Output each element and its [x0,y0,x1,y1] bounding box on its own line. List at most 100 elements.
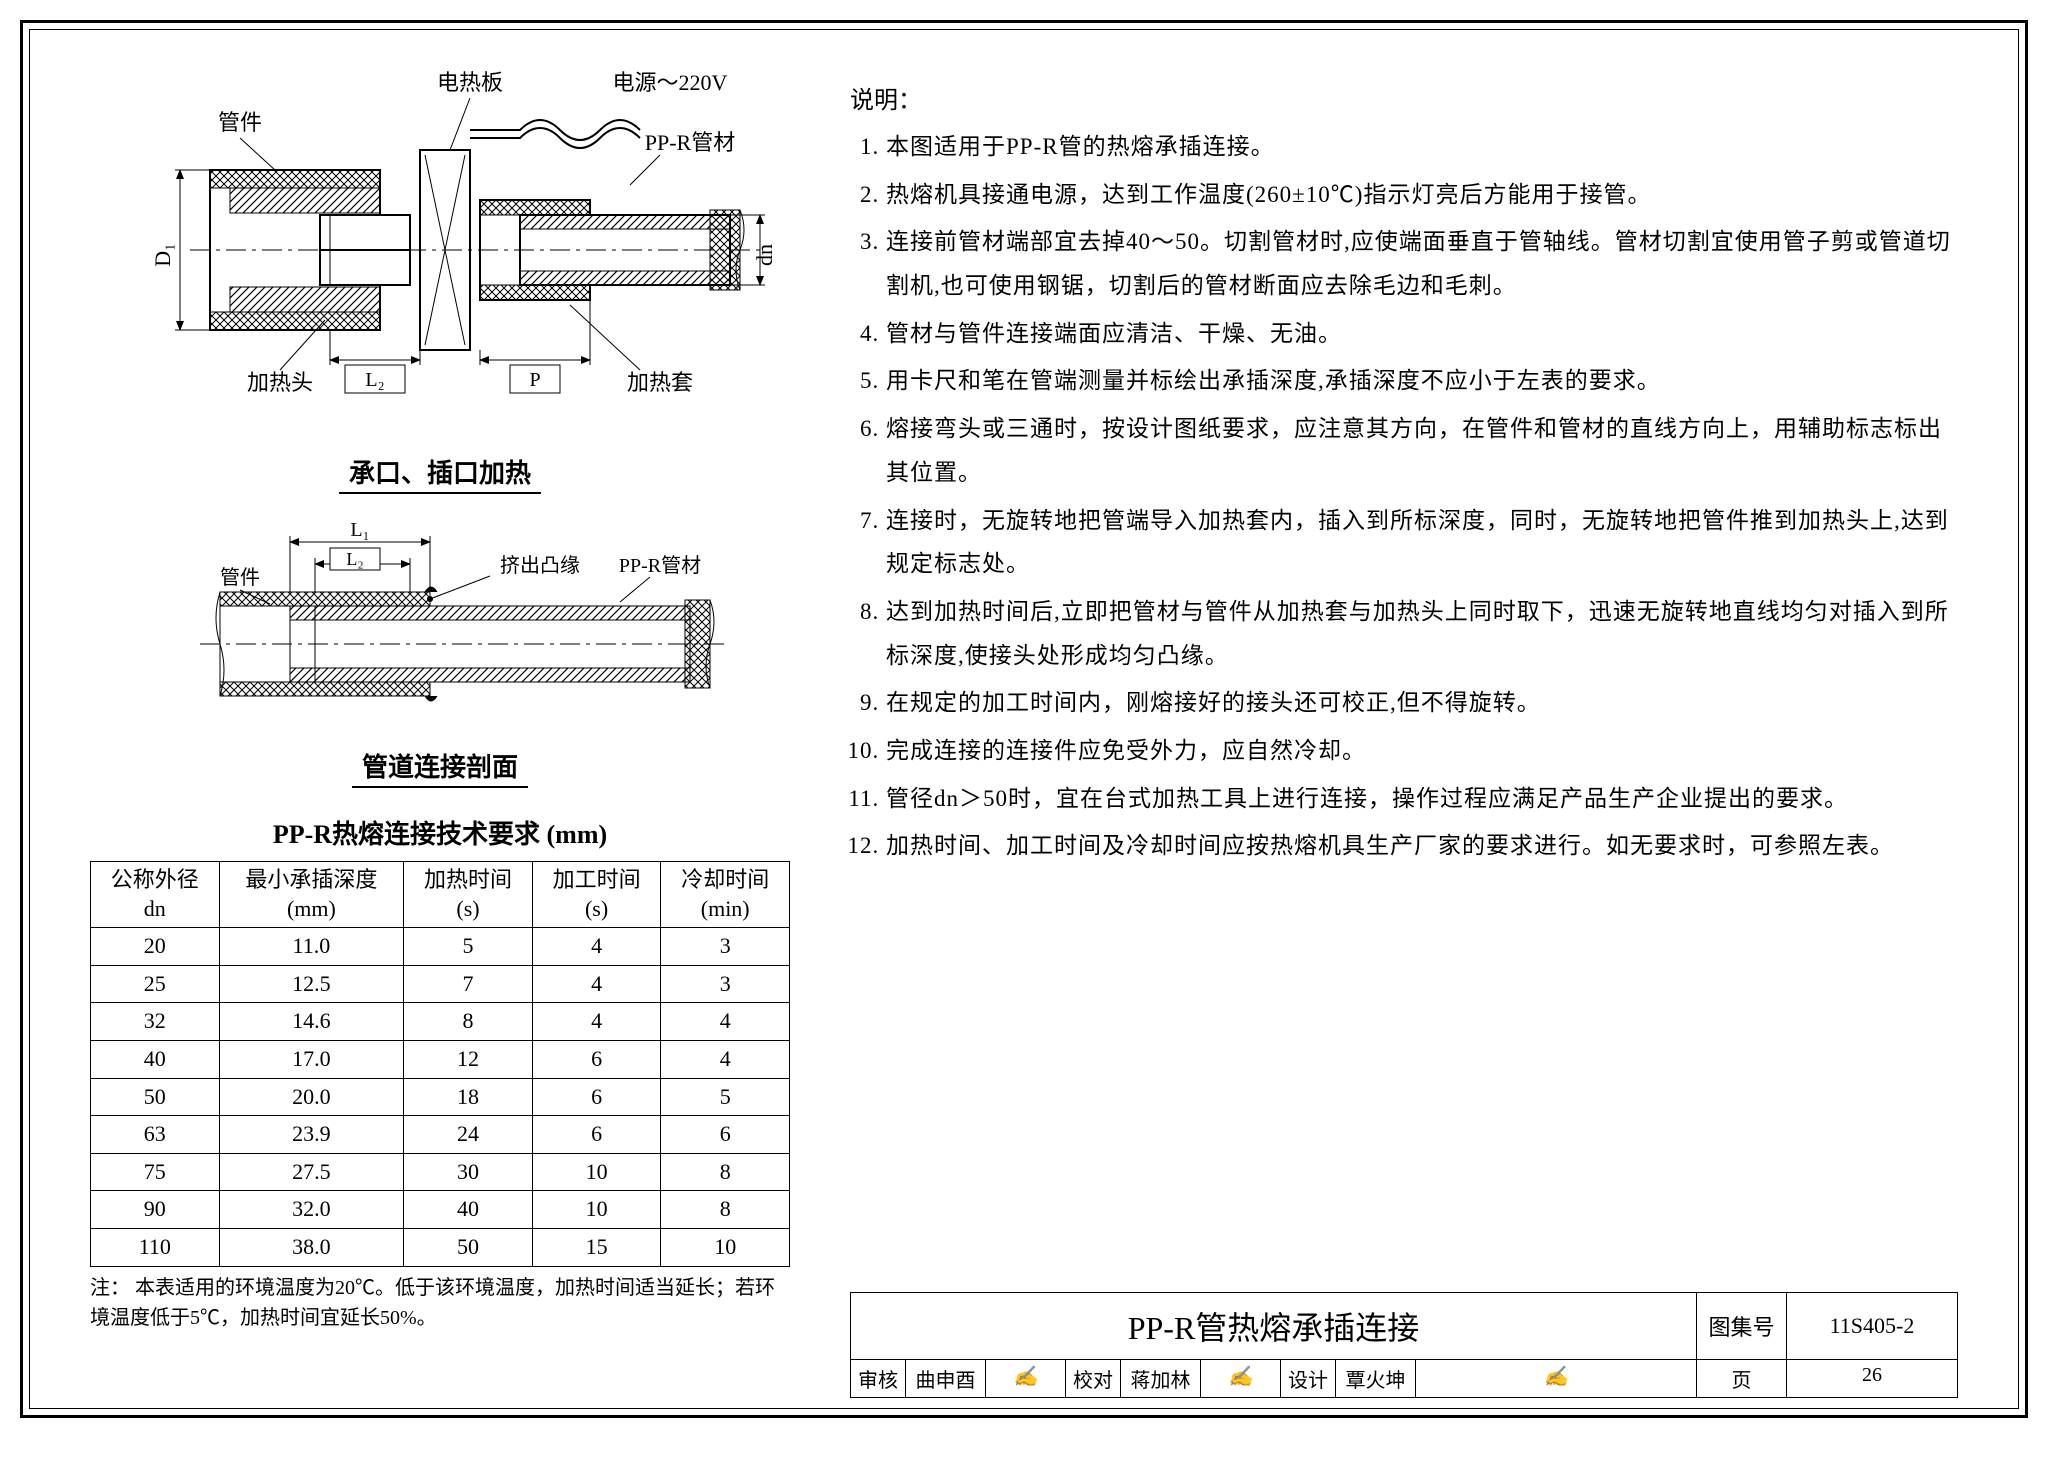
label2-ppr: PP-R管材 [619,554,701,577]
heating-diagram-svg: 电热板 电源～220V 管件 PP-R管材 [100,60,780,440]
table-cell: 8 [661,1153,790,1191]
table-cell: 3 [661,928,790,966]
table-cell: 3 [661,965,790,1003]
table-header: 最小承插深度(mm) [219,862,404,928]
label-guanjian: 管件 [218,110,262,135]
table-cell: 10 [532,1153,661,1191]
drawing-title: PP-R管热熔承插连接 [851,1293,1697,1359]
dim2-l2: L₂ [346,549,363,569]
table-cell: 90 [91,1191,220,1229]
shenhe-name: 曲申酉 [906,1360,986,1397]
inner-frame: 电热板 电源～220V 管件 PP-R管材 [29,29,2019,1409]
table-title: PP-R热熔连接技术要求 (mm) [273,814,607,851]
shenhe-label: 审核 [851,1360,906,1397]
table-cell: 50 [404,1228,533,1266]
table-header: 加热时间(s) [404,862,533,928]
outer-frame: 电热板 电源～220V 管件 PP-R管材 [20,20,2028,1418]
ye-label: 页 [1697,1360,1787,1397]
table-cell: 40 [91,1040,220,1078]
dim-l2: L₂ [365,369,384,391]
note-item: 管径dn＞50时，宜在台式加热工具上进行连接，操作过程应满足产品生产企业提出的要… [886,777,1958,821]
note-item: 熔接弯头或三通时，按设计图纸要求，应注意其方向，在管件和管材的直线方向上，用辅助… [886,407,1958,494]
ye-val: 26 [1787,1360,1957,1397]
diagram-section: L₁ L₂ 管件 挤出凸缘 PP-R管材 [70,514,810,788]
table-cell: 4 [532,928,661,966]
tuji-val: 11S405-2 [1787,1293,1957,1359]
table-cell: 4 [661,1040,790,1078]
table-header: 加工时间(s) [532,862,661,928]
note-item: 连接时，无旋转地把管端导入加热套内，插入到所标深度，同时，无旋转地把管件推到加热… [886,499,1958,586]
table-cell: 30 [404,1153,533,1191]
note-item: 热熔机具接通电源，达到工作温度(260±10℃)指示灯亮后方能用于接管。 [886,173,1958,217]
table-cell: 12 [404,1040,533,1078]
table-cell: 12.5 [219,965,404,1003]
jiaodui-label: 校对 [1066,1360,1121,1397]
table-cell: 50 [91,1078,220,1116]
dim2-l1: L₁ [350,519,369,541]
table-cell: 63 [91,1116,220,1154]
table-header: 冷却时间(min) [661,862,790,928]
table-cell: 24 [404,1116,533,1154]
table-row: 3214.6844 [91,1003,790,1041]
table-cell: 5 [661,1078,790,1116]
table-cell: 11.0 [219,928,404,966]
table-row: 6323.92466 [91,1116,790,1154]
table-cell: 7 [404,965,533,1003]
note-item: 用卡尺和笔在管端测量并标绘出承插深度,承插深度不应小于左表的要求。 [886,359,1958,403]
table-cell: 6 [532,1116,661,1154]
diagram2-caption: 管道连接剖面 [352,745,528,788]
table-cell: 38.0 [219,1228,404,1266]
table-cell: 8 [661,1191,790,1229]
tuji-label: 图集号 [1697,1293,1787,1359]
table-cell: 5 [404,928,533,966]
note-item: 达到加热时间后,立即把管材与管件从加热套与加热头上同时取下，迅速无旋转地直线均匀… [886,590,1958,677]
table-row: 9032.040108 [91,1191,790,1229]
table-cell: 110 [91,1228,220,1266]
table-cell: 18 [404,1078,533,1116]
table-cell: 40 [404,1191,533,1229]
table-row: 5020.01865 [91,1078,790,1116]
explain-title: 说明： [850,80,1958,115]
section-diagram-svg: L₁ L₂ 管件 挤出凸缘 PP-R管材 [130,514,750,734]
table-cell: 6 [661,1116,790,1154]
sheji-name: 覃火坤 [1336,1360,1416,1397]
table-row: 7527.530108 [91,1153,790,1191]
label-jiaretao: 加热套 [627,370,693,395]
note-item: 加热时间、加工时间及冷却时间应按热熔机具生产厂家的要求进行。如无要求时，可参照左… [886,824,1958,868]
table-cell: 10 [661,1228,790,1266]
data-table: 公称外径dn最小承插深度(mm)加热时间(s)加工时间(s)冷却时间(min) … [90,861,790,1267]
left-column: 电热板 电源～220V 管件 PP-R管材 [70,60,810,1398]
label-dianyuan: 电源～220V [613,70,728,95]
table-cell: 10 [532,1191,661,1229]
table-cell: 4 [532,965,661,1003]
jiaodui-sig: ✍ [1201,1360,1281,1397]
dim-dn: dn [752,244,777,266]
table-cell: 8 [404,1003,533,1041]
notes-list: 本图适用于PP-R管的热熔承插连接。热熔机具接通电源，达到工作温度(260±10… [850,125,1958,872]
table-row: 2011.0543 [91,928,790,966]
table-cell: 20.0 [219,1078,404,1116]
shenhe-sig: ✍ [986,1360,1066,1397]
note-item: 连接前管材端部宜去掉40～50。切割管材时,应使端面垂直于管轴线。管材切割宜使用… [886,220,1958,307]
dim-d1: D₁ [150,243,175,267]
table-cell: 14.6 [219,1003,404,1041]
table-header: 公称外径dn [91,862,220,928]
table-cell: 4 [532,1003,661,1041]
note-item: 完成连接的连接件应免受外力，应自然冷却。 [886,729,1958,773]
table-cell: 6 [532,1078,661,1116]
table-cell: 15 [532,1228,661,1266]
note-item: 管材与管件连接端面应清洁、干燥、无油。 [886,312,1958,356]
table-cell: 27.5 [219,1153,404,1191]
table-cell: 25 [91,965,220,1003]
label-jiaretou: 加热头 [247,370,313,395]
sheji-sig: ✍ [1416,1360,1697,1397]
jiaodui-name: 蒋加林 [1121,1360,1201,1397]
table-row: 11038.0501510 [91,1228,790,1266]
sheji-label: 设计 [1281,1360,1336,1397]
table-cell: 32 [91,1003,220,1041]
table-cell: 23.9 [219,1116,404,1154]
table-cell: 17.0 [219,1040,404,1078]
table-row: 4017.01264 [91,1040,790,1078]
note-item: 在规定的加工时间内，刚熔接好的接头还可校正,但不得旋转。 [886,681,1958,725]
diagram1-caption: 承口、插口加热 [339,451,541,494]
